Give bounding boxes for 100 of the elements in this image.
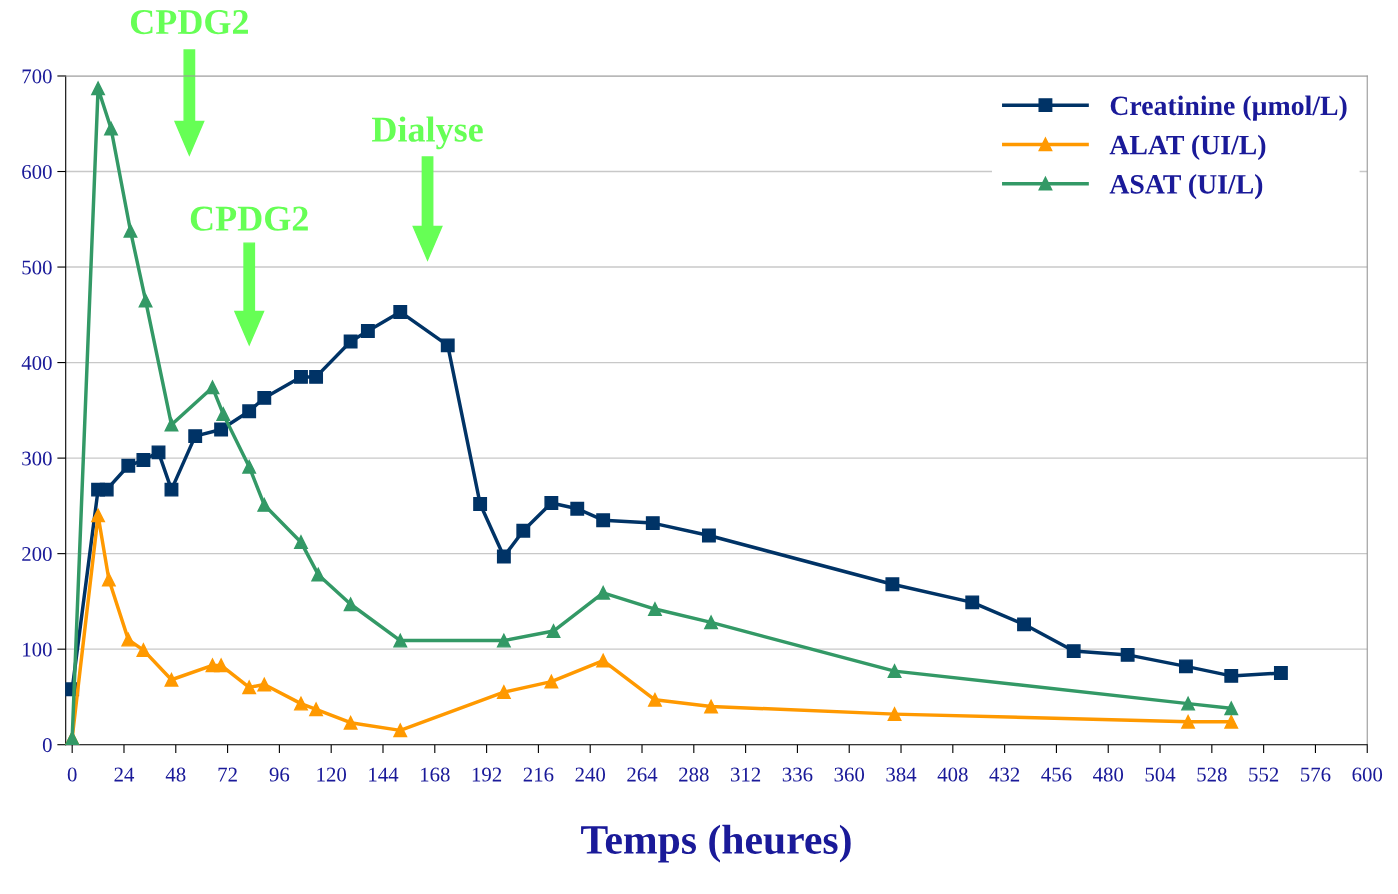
y-tick-label: 700: [22, 69, 52, 84]
point: [309, 369, 324, 384]
x-tick-label: 24: [114, 767, 135, 782]
x-tick-label: 264: [627, 767, 658, 782]
point: [393, 723, 408, 738]
x-tick-label: 336: [782, 767, 813, 782]
point: [294, 696, 308, 711]
x-tick-label: 240: [575, 767, 606, 782]
point: [343, 715, 358, 730]
point: [121, 458, 136, 473]
x-tick-label: 480: [1093, 767, 1124, 782]
point: [343, 597, 358, 612]
point: [164, 482, 179, 497]
x-tick-label: 144: [369, 767, 399, 782]
x-tick-label: 528: [1197, 767, 1227, 782]
annotation: Dialyse: [372, 116, 483, 150]
point: [91, 81, 106, 96]
point: [1178, 659, 1193, 674]
point: [648, 692, 662, 707]
y-tick-label: 600: [22, 164, 52, 179]
x-tick-label: 576: [1301, 767, 1331, 782]
point: [704, 699, 719, 714]
point: [360, 324, 375, 339]
annotation: CPDG2: [190, 206, 308, 231]
point: [596, 653, 611, 668]
point: [99, 482, 114, 497]
point: [257, 677, 272, 692]
point: [311, 567, 326, 582]
x-axis-title: Temps (heures): [581, 824, 851, 863]
x-tick-label: 192: [472, 767, 502, 782]
point: [496, 633, 511, 648]
point: [257, 497, 272, 512]
point: [473, 497, 488, 511]
point: [257, 390, 272, 405]
legend-label: Creatinine (µmol/L): [1110, 95, 1347, 121]
point: [91, 508, 106, 523]
point: [885, 577, 900, 592]
point: [214, 422, 229, 437]
point: [1066, 644, 1081, 659]
point: [496, 549, 511, 564]
x-tick-label: 48: [165, 767, 186, 782]
point: [645, 516, 660, 531]
point: [164, 672, 179, 687]
point: [343, 334, 358, 349]
point: [205, 380, 220, 395]
point: [496, 685, 511, 700]
point: [216, 407, 231, 422]
point: [151, 445, 166, 460]
point: [704, 615, 719, 630]
point: [596, 585, 611, 600]
point: [121, 632, 136, 647]
point: [1224, 714, 1239, 729]
x-tick-label: 168: [421, 767, 450, 782]
point: [393, 633, 408, 648]
point: [1224, 701, 1239, 716]
point: [546, 624, 561, 638]
text: CPDG2: [130, 9, 248, 35]
y-tick-label: 200: [22, 547, 52, 562]
point: [544, 496, 559, 510]
x-tick-label: 360: [834, 767, 865, 782]
x-tick-label: 408: [937, 767, 968, 782]
y-tick-label: 500: [22, 260, 52, 275]
point: [1181, 714, 1196, 729]
legend-label: ALAT (UI/L): [1109, 134, 1266, 161]
point: [648, 602, 662, 616]
point: [136, 453, 151, 467]
x-tick-label: 216: [523, 767, 554, 782]
x-tick-label: 600: [1352, 767, 1383, 782]
point: [570, 501, 585, 516]
x-tick-label: 0: [67, 767, 77, 782]
point: [393, 305, 408, 319]
x-tick-label: 312: [730, 767, 761, 782]
point: [516, 523, 531, 538]
x-tick-label: 504: [1145, 767, 1176, 782]
y-tick-label: 100: [23, 642, 52, 657]
x-tick-label: 552: [1249, 767, 1279, 782]
point: [440, 338, 455, 353]
point: [164, 417, 179, 432]
x-tick-label: 432: [989, 767, 1020, 782]
point: [544, 674, 559, 689]
point: [1120, 647, 1135, 662]
point: [1181, 696, 1196, 711]
point: [101, 572, 116, 587]
x-tick-label: 288: [679, 767, 709, 782]
y-tick-label: 0: [42, 738, 52, 753]
point: [294, 369, 308, 384]
point: [242, 459, 257, 474]
point: [104, 121, 118, 136]
point: [887, 664, 902, 679]
point: [138, 293, 153, 308]
point: [1273, 666, 1288, 680]
point: [1224, 668, 1239, 683]
x-tick-label: 456: [1041, 767, 1072, 782]
point: [701, 528, 716, 543]
y-tick-label: 300: [22, 451, 52, 466]
point: [136, 643, 151, 658]
legend-label: ASAT (UI/L): [1109, 174, 1263, 200]
point: [309, 702, 324, 717]
x-tick-label: 120: [317, 767, 347, 782]
point: [1017, 617, 1031, 632]
